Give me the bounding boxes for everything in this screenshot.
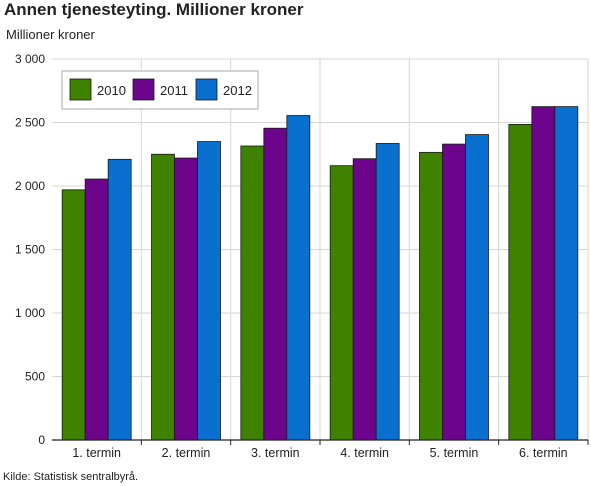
x-tick-label: 3. termin xyxy=(251,446,300,460)
axes: 0 500 1 000 1 500 2 000 2 500 3 000 1. termin 2.… xyxy=(15,52,589,460)
y-tick-label: 2 000 xyxy=(15,179,45,193)
x-tick-label: 1. termin xyxy=(72,446,121,460)
x-tick-label: 6. termin xyxy=(519,446,568,460)
legend: 2010 2011 2012 xyxy=(61,70,259,110)
y-tick-label: 0 xyxy=(38,433,45,447)
y-axis-label: Millioner kroner xyxy=(6,27,95,42)
legend-label: 2011 xyxy=(160,83,188,98)
chart-title: Annen tjenesteyting. Millioner kroner xyxy=(4,0,304,19)
bar xyxy=(508,124,533,441)
x-tick-label: 5. termin xyxy=(430,446,479,460)
bar xyxy=(352,158,377,441)
bar xyxy=(329,165,354,441)
bar xyxy=(107,158,132,441)
bar xyxy=(554,106,579,441)
bar xyxy=(240,145,265,441)
y-tick-label: 1 000 xyxy=(15,306,45,320)
legend-label: 2010 xyxy=(97,83,126,98)
x-tick-label: 4. termin xyxy=(340,446,389,460)
y-tick-label: 2 500 xyxy=(15,116,45,130)
bar xyxy=(419,151,443,441)
legend-swatch xyxy=(69,78,92,101)
grid-lines xyxy=(52,58,589,440)
bar xyxy=(197,141,221,441)
y-tick-label: 500 xyxy=(25,370,45,384)
legend-label: 2012 xyxy=(223,83,252,98)
bar xyxy=(174,157,198,441)
legend-swatch xyxy=(132,78,155,101)
y-tick-label: 1 500 xyxy=(15,243,45,257)
legend-box xyxy=(61,70,259,110)
bar xyxy=(151,153,175,441)
bar xyxy=(84,178,109,441)
legend-swatch xyxy=(195,78,218,101)
y-tick-label: 3 000 xyxy=(15,52,45,66)
bar xyxy=(286,115,311,441)
bar xyxy=(61,189,86,441)
bars xyxy=(61,106,579,441)
bar xyxy=(465,134,489,441)
bar xyxy=(531,106,556,441)
bar xyxy=(263,127,288,441)
source-note: Kilde: Statistisk sentralbyrå. xyxy=(3,471,139,483)
bar xyxy=(375,143,400,441)
bar xyxy=(442,143,466,441)
x-tick-label: 2. termin xyxy=(162,446,211,460)
